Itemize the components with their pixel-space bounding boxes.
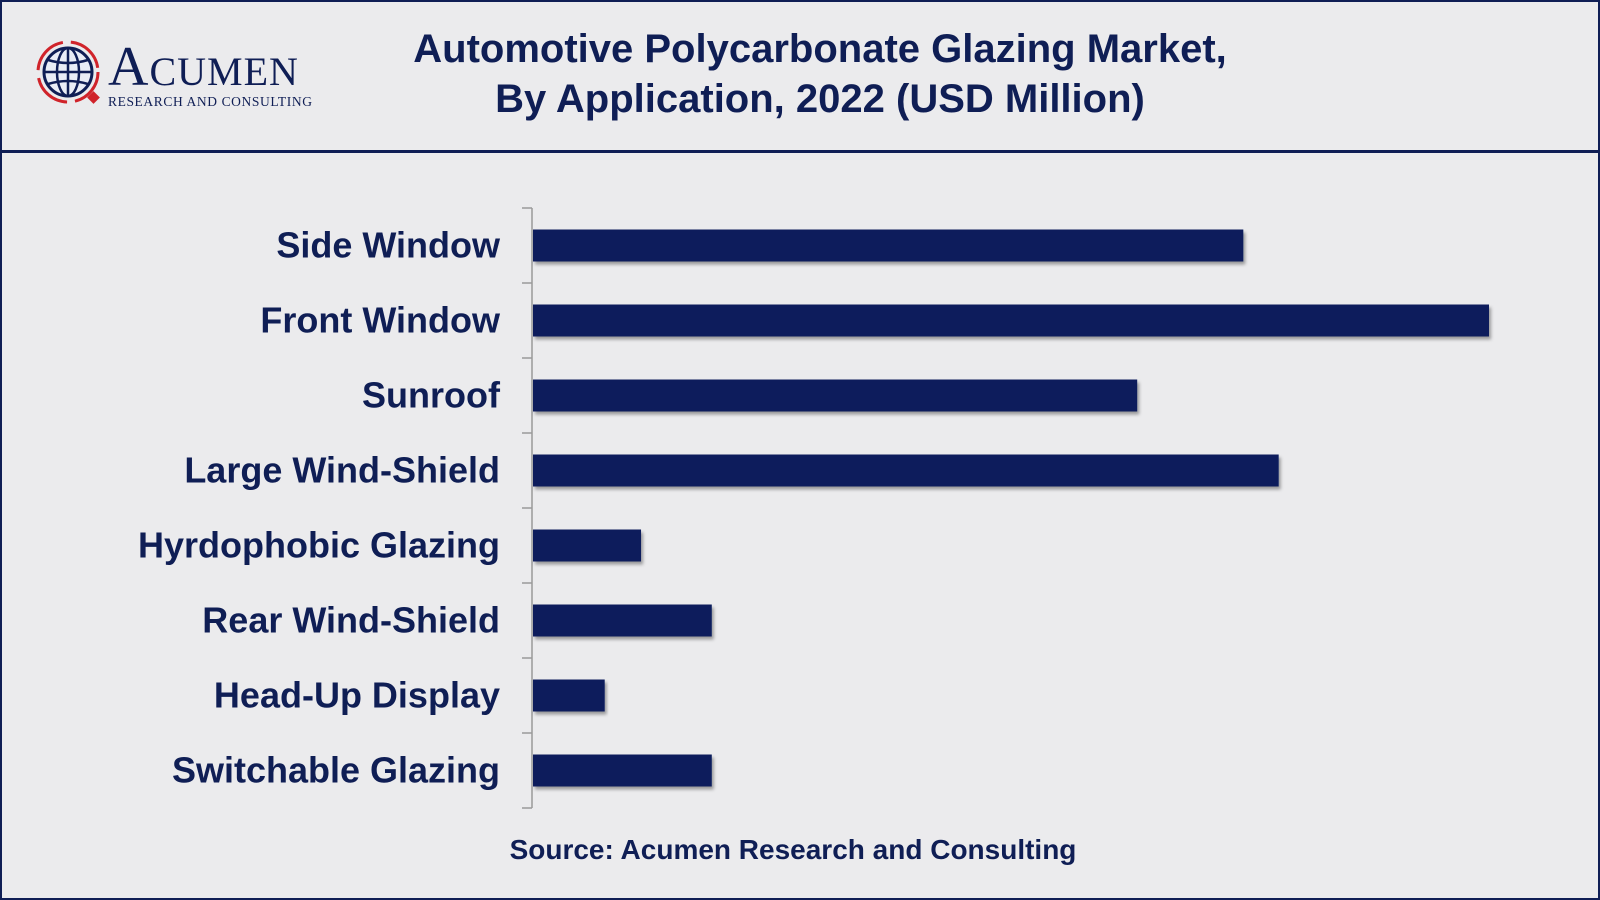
category-label: Side Window [276,225,501,266]
brand-logo: ACUMEN RESEARCH AND CONSULTING [34,36,334,114]
category-label: Head-Up Display [214,675,500,716]
bar [533,529,642,562]
category-label: Hyrdophobic Glazing [138,525,500,566]
source-note: Source: Acumen Research and Consulting [509,834,1077,865]
brand-tagline: RESEARCH AND CONSULTING [108,94,313,109]
chart-title-line-2: By Application, 2022 (USD Million) [495,77,1145,121]
bar [533,754,712,787]
category-label: Switchable Glazing [172,750,500,791]
bar [533,379,1138,412]
globe-icon [36,40,100,104]
bar [533,604,712,637]
category-label: Large Wind-Shield [184,450,500,491]
category-label: Front Window [260,300,501,341]
header-divider [0,150,1600,153]
category-label: Sunroof [362,375,501,416]
bar [533,454,1279,487]
bar [533,304,1489,337]
category-label: Rear Wind-Shield [202,600,500,641]
bar [533,679,605,712]
chart-title: Automotive Polycarbonate Glazing Market,… [340,24,1300,124]
chart-title-line-1: Automotive Polycarbonate Glazing Market, [413,27,1227,71]
bar [533,229,1244,262]
brand-name: ACUMEN [108,36,299,98]
